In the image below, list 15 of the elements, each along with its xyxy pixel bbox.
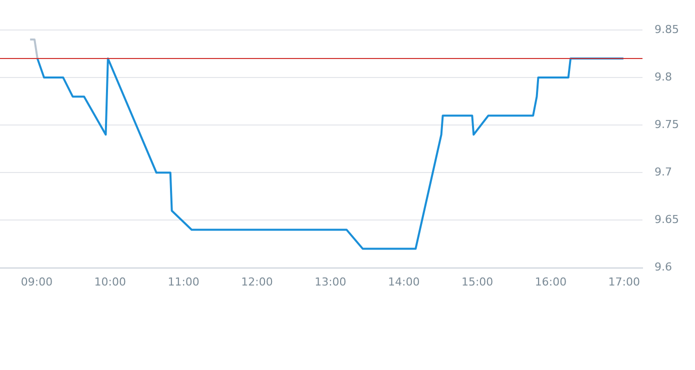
x-tick-label: 12:00: [241, 275, 273, 288]
x-tick-label: 10:00: [94, 275, 126, 288]
x-tick-label: 13:00: [314, 275, 346, 288]
y-tick-label: 9.7: [654, 166, 672, 179]
y-tick-label: 9.6: [654, 260, 672, 274]
x-tick-label: 17:00: [608, 275, 640, 288]
x-tick-label: 11:00: [168, 275, 200, 288]
x-tick-label: 09:00: [20, 275, 53, 288]
y-tick-label: 9.8: [654, 70, 672, 84]
y-tick-label: 9.65: [654, 213, 680, 226]
x-tick-label: 15:00: [461, 275, 494, 288]
x-tick-label: 16:00: [534, 275, 567, 288]
y-tick-label: 9.75: [654, 118, 680, 131]
y-tick-label: 9.85: [654, 22, 680, 36]
x-tick-label: 14:00: [388, 275, 420, 288]
